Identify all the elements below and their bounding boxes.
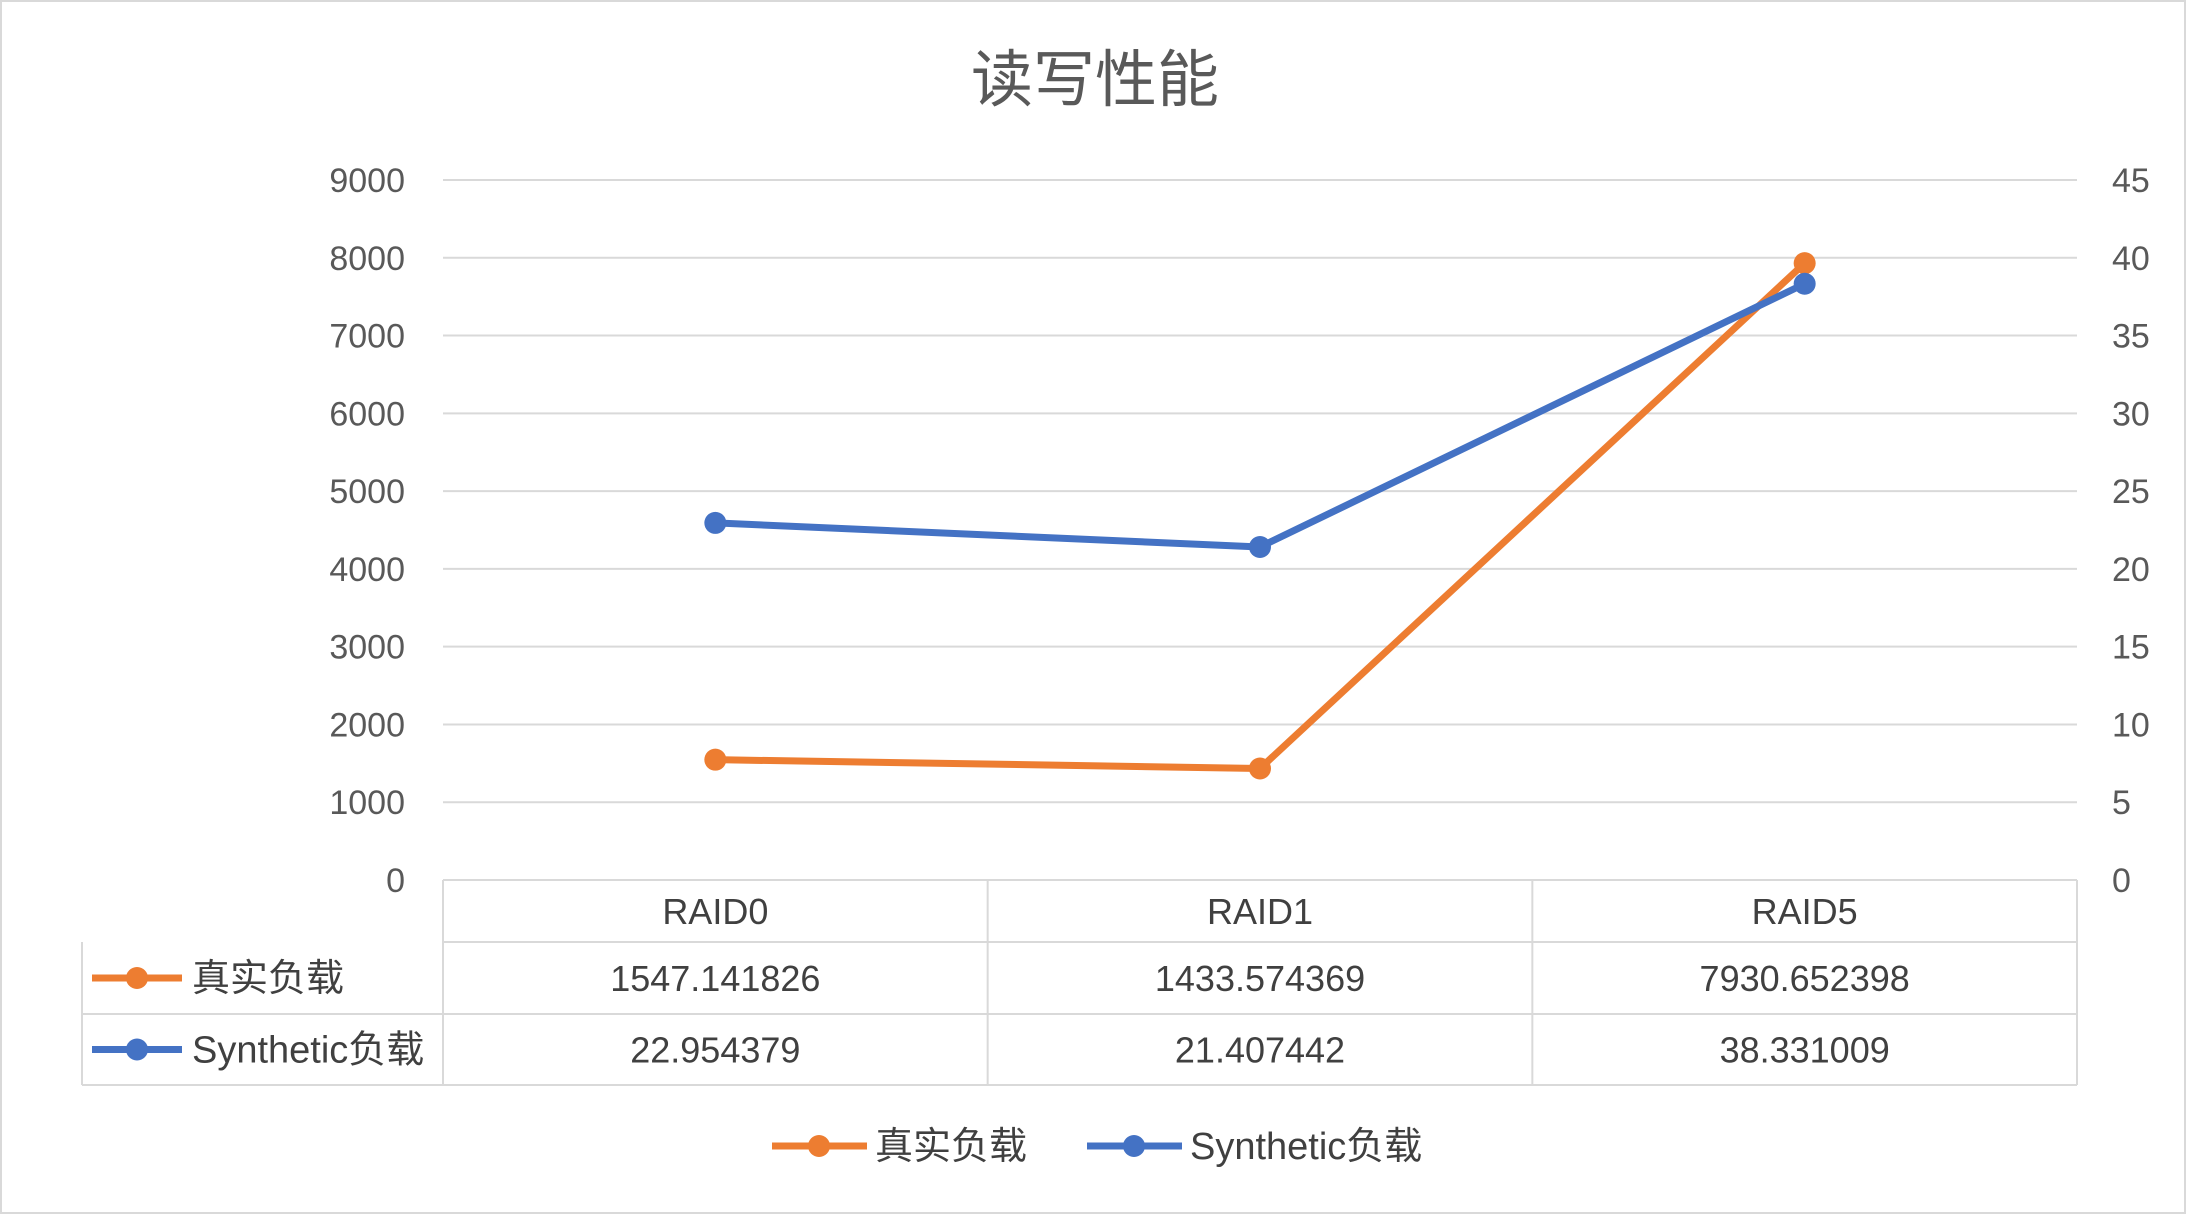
y-right-tick-label: 0 — [2112, 862, 2131, 900]
category-label: RAID0 — [662, 891, 768, 932]
y-left-tick-label: 7000 — [329, 318, 405, 356]
data-point — [1249, 757, 1271, 780]
y-left-tick-label: 3000 — [329, 629, 405, 667]
table-cell-value: 1433.574369 — [1155, 958, 1365, 999]
y-axis-left: 0 1000 2000 3000 4000 5000 6000 7000 8000 9000 — [329, 162, 405, 900]
data-point — [704, 748, 727, 771]
table-cell-value: 7930.652398 — [1700, 958, 1910, 999]
y-left-tick-label: 5000 — [329, 473, 405, 511]
legend-key-marker — [1123, 1135, 1145, 1157]
y-right-tick-label: 35 — [2112, 318, 2150, 356]
y-right-tick-label: 40 — [2112, 240, 2150, 278]
table-cell-value: 21.407442 — [1175, 1030, 1345, 1071]
data-point — [1793, 252, 1816, 275]
y-left-tick-label: 1000 — [329, 784, 405, 822]
table-series-name: 真实负载 — [192, 958, 344, 1000]
y-right-tick-label: 15 — [2112, 629, 2150, 667]
legend-key-marker — [126, 1038, 148, 1061]
category-label: RAID5 — [1752, 891, 1858, 932]
table-cell-value: 38.331009 — [1720, 1030, 1890, 1071]
data-point — [1793, 272, 1816, 295]
y-right-tick-label: 5 — [2112, 784, 2131, 822]
table-cell-value: 1547.141826 — [610, 958, 820, 999]
legend-key-marker — [808, 1135, 830, 1157]
data-point — [1249, 535, 1271, 558]
chart-title: 读写性能 — [971, 46, 1219, 115]
legend-label: Synthetic负载 — [1190, 1126, 1422, 1168]
y-left-tick-label: 4000 — [329, 551, 405, 589]
table-series-name: Synthetic负载 — [192, 1030, 424, 1072]
y-left-tick-label: 8000 — [329, 240, 405, 278]
legend: 真实负载 Synthetic负载 — [772, 1126, 1422, 1168]
y-right-tick-label: 20 — [2112, 551, 2150, 589]
data-table: RAID0 RAID1 RAID5 真实负载 1547.141826 1433.57436… — [81, 879, 2078, 1086]
data-point — [704, 511, 727, 534]
y-left-tick-label: 0 — [386, 862, 405, 900]
y-left-tick-label: 9000 — [329, 162, 405, 200]
legend-key-marker — [126, 967, 148, 989]
series-line — [711, 259, 1809, 772]
table-cell-value: 22.954379 — [630, 1030, 800, 1071]
y-right-tick-label: 30 — [2112, 395, 2150, 433]
y-left-tick-label: 6000 — [329, 395, 405, 433]
y-axis-right: 0 5 10 15 20 25 30 35 40 45 — [2112, 162, 2150, 900]
category-label: RAID1 — [1207, 891, 1313, 932]
gridlines — [443, 179, 2077, 804]
series-lines — [704, 252, 1816, 780]
y-right-tick-label: 45 — [2112, 162, 2150, 200]
y-left-tick-label: 2000 — [329, 706, 405, 744]
y-right-tick-label: 25 — [2112, 473, 2150, 511]
y-right-tick-label: 10 — [2112, 706, 2150, 744]
legend-label: 真实负载 — [875, 1126, 1027, 1168]
